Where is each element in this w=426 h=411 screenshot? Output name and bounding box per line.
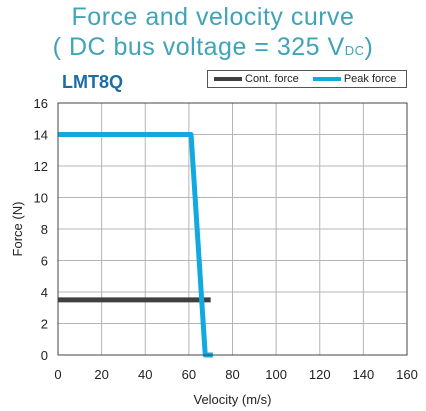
model-label: LMT8Q — [62, 72, 123, 92]
plot-frame — [57, 102, 408, 356]
y-tick-label: 8 — [41, 222, 48, 237]
y-tick-label: 12 — [34, 159, 48, 174]
y-tick-label: 0 — [41, 348, 48, 363]
legend-label-peak-force: Peak force — [343, 73, 397, 85]
series-lines — [58, 132, 213, 358]
legend-item-peak-force: Peak force — [312, 73, 397, 85]
legend: Cont. force Peak force — [207, 70, 407, 88]
x-axis-title: Velocity (m/s) — [193, 392, 271, 407]
x-tick-label: 0 — [54, 367, 61, 382]
series-line-peak-force — [58, 132, 213, 358]
legend-swatch-cont-force — [214, 77, 242, 81]
x-tick-label: 80 — [225, 367, 239, 382]
y-tick-label: 10 — [34, 191, 48, 206]
y-axis-title: Force (N) — [10, 202, 25, 257]
chart-title-line2: ( DC bus voltage = 325 VDC) — [0, 33, 426, 62]
y-tick-label: 2 — [41, 317, 48, 332]
legend-label-cont-force: Cont. force — [245, 73, 299, 85]
x-tick-label: 120 — [309, 367, 331, 382]
y-tick-label: 16 — [34, 96, 48, 111]
title-voltage-subscript: DC — [344, 43, 365, 58]
chart-title-line1: Force and velocity curve — [71, 3, 355, 31]
legend-swatch-peak-force — [312, 77, 341, 81]
x-tick-label: 40 — [138, 367, 152, 382]
x-tick-label: 140 — [353, 367, 375, 382]
y-tick-label: 4 — [41, 285, 48, 300]
x-tick-label: 60 — [182, 367, 196, 382]
x-tick-label: 160 — [396, 367, 418, 382]
title-voltage-text: ( DC bus voltage = 325 V — [52, 33, 345, 61]
title-voltage-suffix: ) — [364, 33, 374, 61]
y-tick-label: 6 — [41, 254, 48, 269]
legend-item-cont-force: Cont. force — [214, 73, 299, 85]
x-tick-label: 100 — [265, 367, 287, 382]
grid — [57, 102, 408, 356]
x-tick-label: 20 — [94, 367, 108, 382]
y-tick-label: 14 — [34, 128, 48, 143]
